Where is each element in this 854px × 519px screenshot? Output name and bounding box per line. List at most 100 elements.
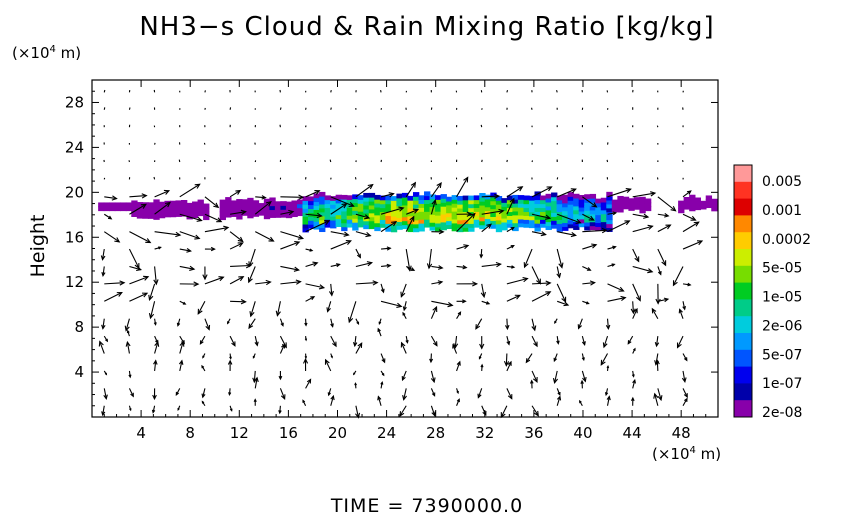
vector-head <box>143 275 150 281</box>
cloud-cell <box>263 198 271 204</box>
wind-vectors <box>98 89 704 419</box>
cloud-cell <box>540 203 547 209</box>
cloud-cell <box>705 195 713 201</box>
vector-shaft <box>179 248 191 252</box>
cloud-cell <box>440 221 447 227</box>
vector-head <box>327 392 331 397</box>
vector-shaft <box>229 160 232 163</box>
vector-head <box>477 393 482 399</box>
cloud-cell <box>479 216 486 222</box>
wind-vector <box>556 395 562 406</box>
cloud-cell <box>236 199 243 204</box>
wind-vector <box>607 283 625 292</box>
cloud-cell <box>418 211 425 216</box>
vector-head <box>412 208 420 214</box>
cloud-cell <box>379 203 387 209</box>
cloud-cell <box>313 216 320 222</box>
cloud-cell <box>534 195 541 201</box>
vector-shaft <box>582 229 607 233</box>
vector-head <box>430 377 436 384</box>
cloud-cell <box>589 221 597 227</box>
cloud-cell <box>280 208 287 214</box>
vector-shaft <box>355 262 372 268</box>
vector-shaft <box>531 370 538 383</box>
cloud-cell <box>545 225 552 231</box>
vector-head <box>696 240 704 246</box>
cloud-cell <box>346 211 354 216</box>
vector-shaft <box>255 196 266 199</box>
cloud-cell <box>540 207 547 213</box>
vector-head <box>653 392 659 399</box>
vector-head <box>100 255 106 261</box>
wind-vector <box>657 213 670 218</box>
vector-head <box>606 364 610 369</box>
vector-shaft <box>179 231 200 240</box>
vector-head <box>683 357 688 362</box>
vector-head <box>364 214 371 220</box>
cloud-cell <box>462 195 470 201</box>
vector-head <box>631 374 635 378</box>
wind-vector <box>230 263 252 269</box>
wind-vector <box>380 192 395 198</box>
vector-head <box>386 246 392 251</box>
vector-shaft <box>129 203 147 215</box>
wind-vector <box>380 300 403 308</box>
vector-head <box>134 263 140 270</box>
cloud-cell <box>501 198 508 203</box>
cloud-cell <box>545 205 552 211</box>
wind-vector <box>453 336 459 349</box>
cloud-cell <box>335 222 342 227</box>
cloud-cell <box>319 219 326 225</box>
wind-vector <box>402 311 407 319</box>
cloud-cell <box>136 213 144 219</box>
vector-shaft <box>154 202 171 215</box>
vector-head <box>684 397 688 402</box>
cloud-cell <box>352 210 359 215</box>
cloud-cell <box>180 203 188 209</box>
wind-vector <box>329 159 332 163</box>
vector-head <box>201 393 206 399</box>
cloud-cell <box>396 201 403 207</box>
vector-shaft <box>677 335 684 348</box>
cloud-cell <box>153 207 160 212</box>
cloud-cell <box>341 198 348 204</box>
cloud-cell <box>180 211 188 217</box>
cloud-cell <box>567 219 574 225</box>
wind-vector <box>657 388 663 402</box>
cloud-cell <box>357 218 365 224</box>
vector-head <box>485 301 491 305</box>
cloud-cell <box>600 205 608 211</box>
cloud-cell <box>412 196 420 201</box>
cloud-cell <box>114 202 122 208</box>
wind-vector <box>230 299 247 305</box>
vector-shaft <box>380 300 402 307</box>
cloud-cell <box>379 199 387 205</box>
cloud-cell <box>528 199 536 205</box>
wind-vector <box>330 107 332 110</box>
cloud-cell <box>396 197 403 203</box>
wind-vector <box>681 370 687 383</box>
cloud-cell <box>545 197 552 203</box>
cloud-cell <box>125 202 133 208</box>
vector-head <box>181 340 185 345</box>
cloud-cell <box>308 200 315 206</box>
cloud-cell <box>573 201 580 207</box>
cloud-cell <box>523 195 530 201</box>
cloud-cell <box>534 207 541 212</box>
vector-shaft <box>657 388 662 401</box>
wind-vector <box>582 280 596 286</box>
cloud-cell <box>252 204 260 209</box>
vector-head <box>654 342 660 348</box>
vector-shaft <box>355 213 370 219</box>
wind-vector <box>305 378 312 389</box>
cloud-cell <box>385 223 392 228</box>
cloud-cell <box>341 206 348 212</box>
cloud-cell <box>567 211 574 217</box>
wind-vector <box>682 388 688 399</box>
cloud-cell <box>523 223 530 228</box>
wind-vector <box>531 213 552 220</box>
cloud-cell <box>142 210 149 215</box>
vector-head <box>201 364 205 369</box>
wind-vector <box>129 231 152 244</box>
wind-vector <box>179 300 187 305</box>
